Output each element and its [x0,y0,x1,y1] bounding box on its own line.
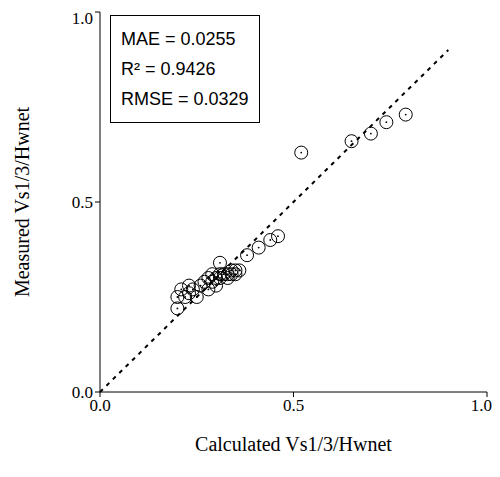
html-text:RMSE = 0.0329: RMSE = 0.0329 [121,89,249,109]
svg-text:0.0: 0.0 [89,396,111,416]
svg-text:0.5: 0.5 [283,396,304,415]
svg-text:Calculated Vs1/3/Hwnet: Calculated Vs1/3/Hwnet [195,433,392,455]
svg-text:Measured Vs1/3/Hwnet: Measured Vs1/3/Hwnet [11,106,33,297]
html-text:R² = 0.9426: R² = 0.9426 [121,59,216,79]
svg-text:1.0: 1.0 [471,396,492,415]
svg-text:1.0: 1.0 [72,9,93,28]
svg-text:0.5: 0.5 [72,193,93,212]
svg-text:0.0: 0.0 [72,383,93,402]
html-text:MAE = 0.0255: MAE = 0.0255 [121,29,236,49]
